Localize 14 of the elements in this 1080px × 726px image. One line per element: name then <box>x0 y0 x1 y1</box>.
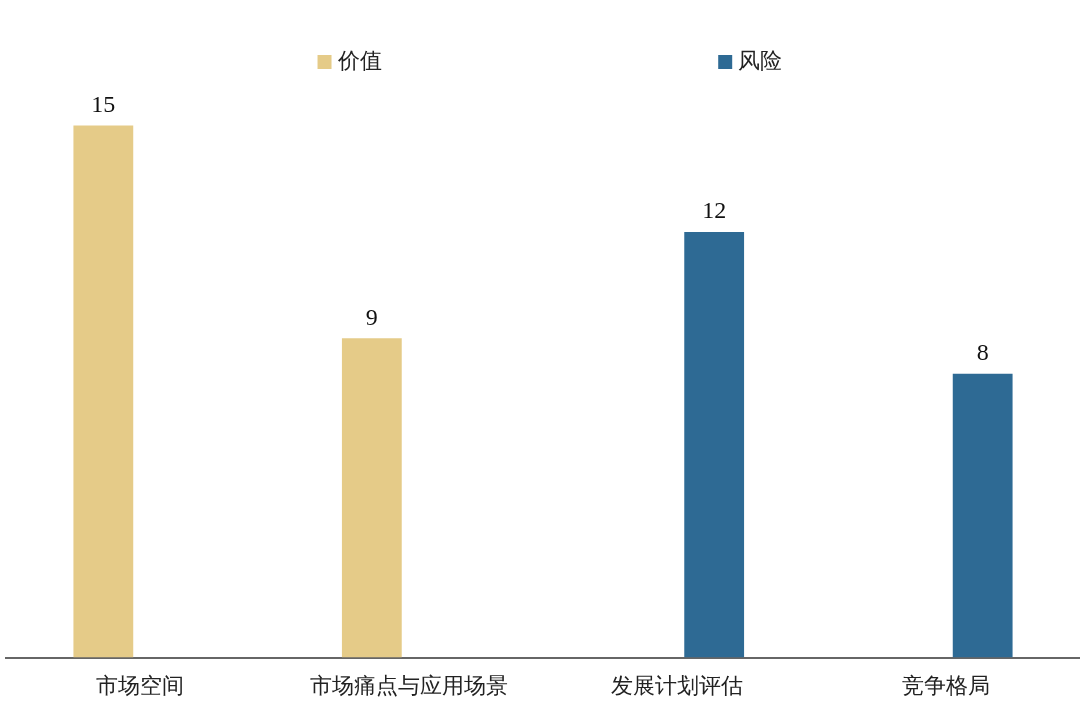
legend-label: 价值 <box>336 47 382 73</box>
bar <box>684 231 745 658</box>
x-tick-label: 竞争格局 <box>901 672 990 698</box>
x-tick-label: 发展计划评估 <box>611 672 744 698</box>
bar <box>952 373 1013 658</box>
x-tick-label: 市场空间 <box>96 672 185 698</box>
legend-label: 风险 <box>738 47 783 73</box>
bar <box>341 338 402 658</box>
bar <box>73 125 134 658</box>
data-label: 15 <box>91 90 116 117</box>
x-tick-label: 市场痛点与应用场景 <box>309 672 508 698</box>
data-label: 9 <box>365 303 378 330</box>
data-label: 12 <box>702 197 727 224</box>
data-label: 8 <box>976 339 989 366</box>
